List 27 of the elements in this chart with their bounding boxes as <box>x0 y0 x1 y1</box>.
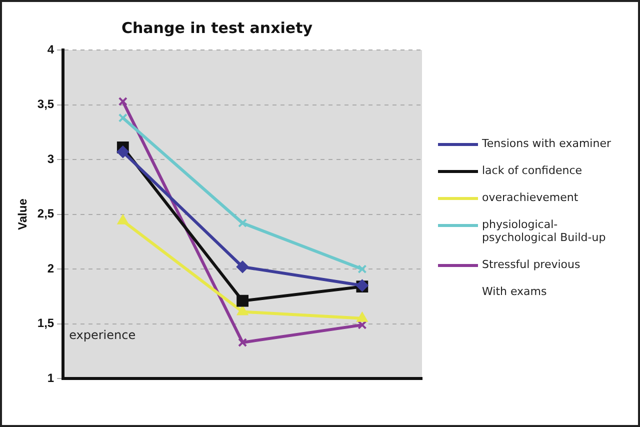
point <box>118 96 128 106</box>
legend-label: physiological-psychological Build-up <box>482 218 607 244</box>
point <box>116 146 129 158</box>
point <box>237 306 248 316</box>
y-tick-label: 4 <box>47 42 54 56</box>
y-tick-label: 2,5 <box>37 206 54 221</box>
point <box>358 264 367 274</box>
legend-label: lack of confidence <box>482 164 582 177</box>
legend-label: overachievement <box>482 191 578 204</box>
point <box>356 312 368 322</box>
y-tick-label: 3 <box>47 152 54 166</box>
y-tick-label: 2 <box>47 261 54 276</box>
legend-label: Tensions with examiner <box>482 137 611 150</box>
point <box>236 260 249 273</box>
y-tick-label: 1,5 <box>37 316 54 330</box>
legend-label: Stressful previous <box>482 258 580 271</box>
point <box>238 218 248 228</box>
annotation: experience <box>69 328 136 342</box>
chart-title: Change in test anxiety <box>121 18 313 37</box>
point <box>118 214 128 224</box>
point <box>118 113 128 122</box>
point <box>238 338 248 347</box>
y-tick-label: 1 <box>47 370 54 385</box>
point <box>236 294 248 307</box>
text: With exams <box>482 285 548 298</box>
y-tick-label: 3,5 <box>37 97 54 112</box>
y-axis-title: Value <box>16 198 30 230</box>
